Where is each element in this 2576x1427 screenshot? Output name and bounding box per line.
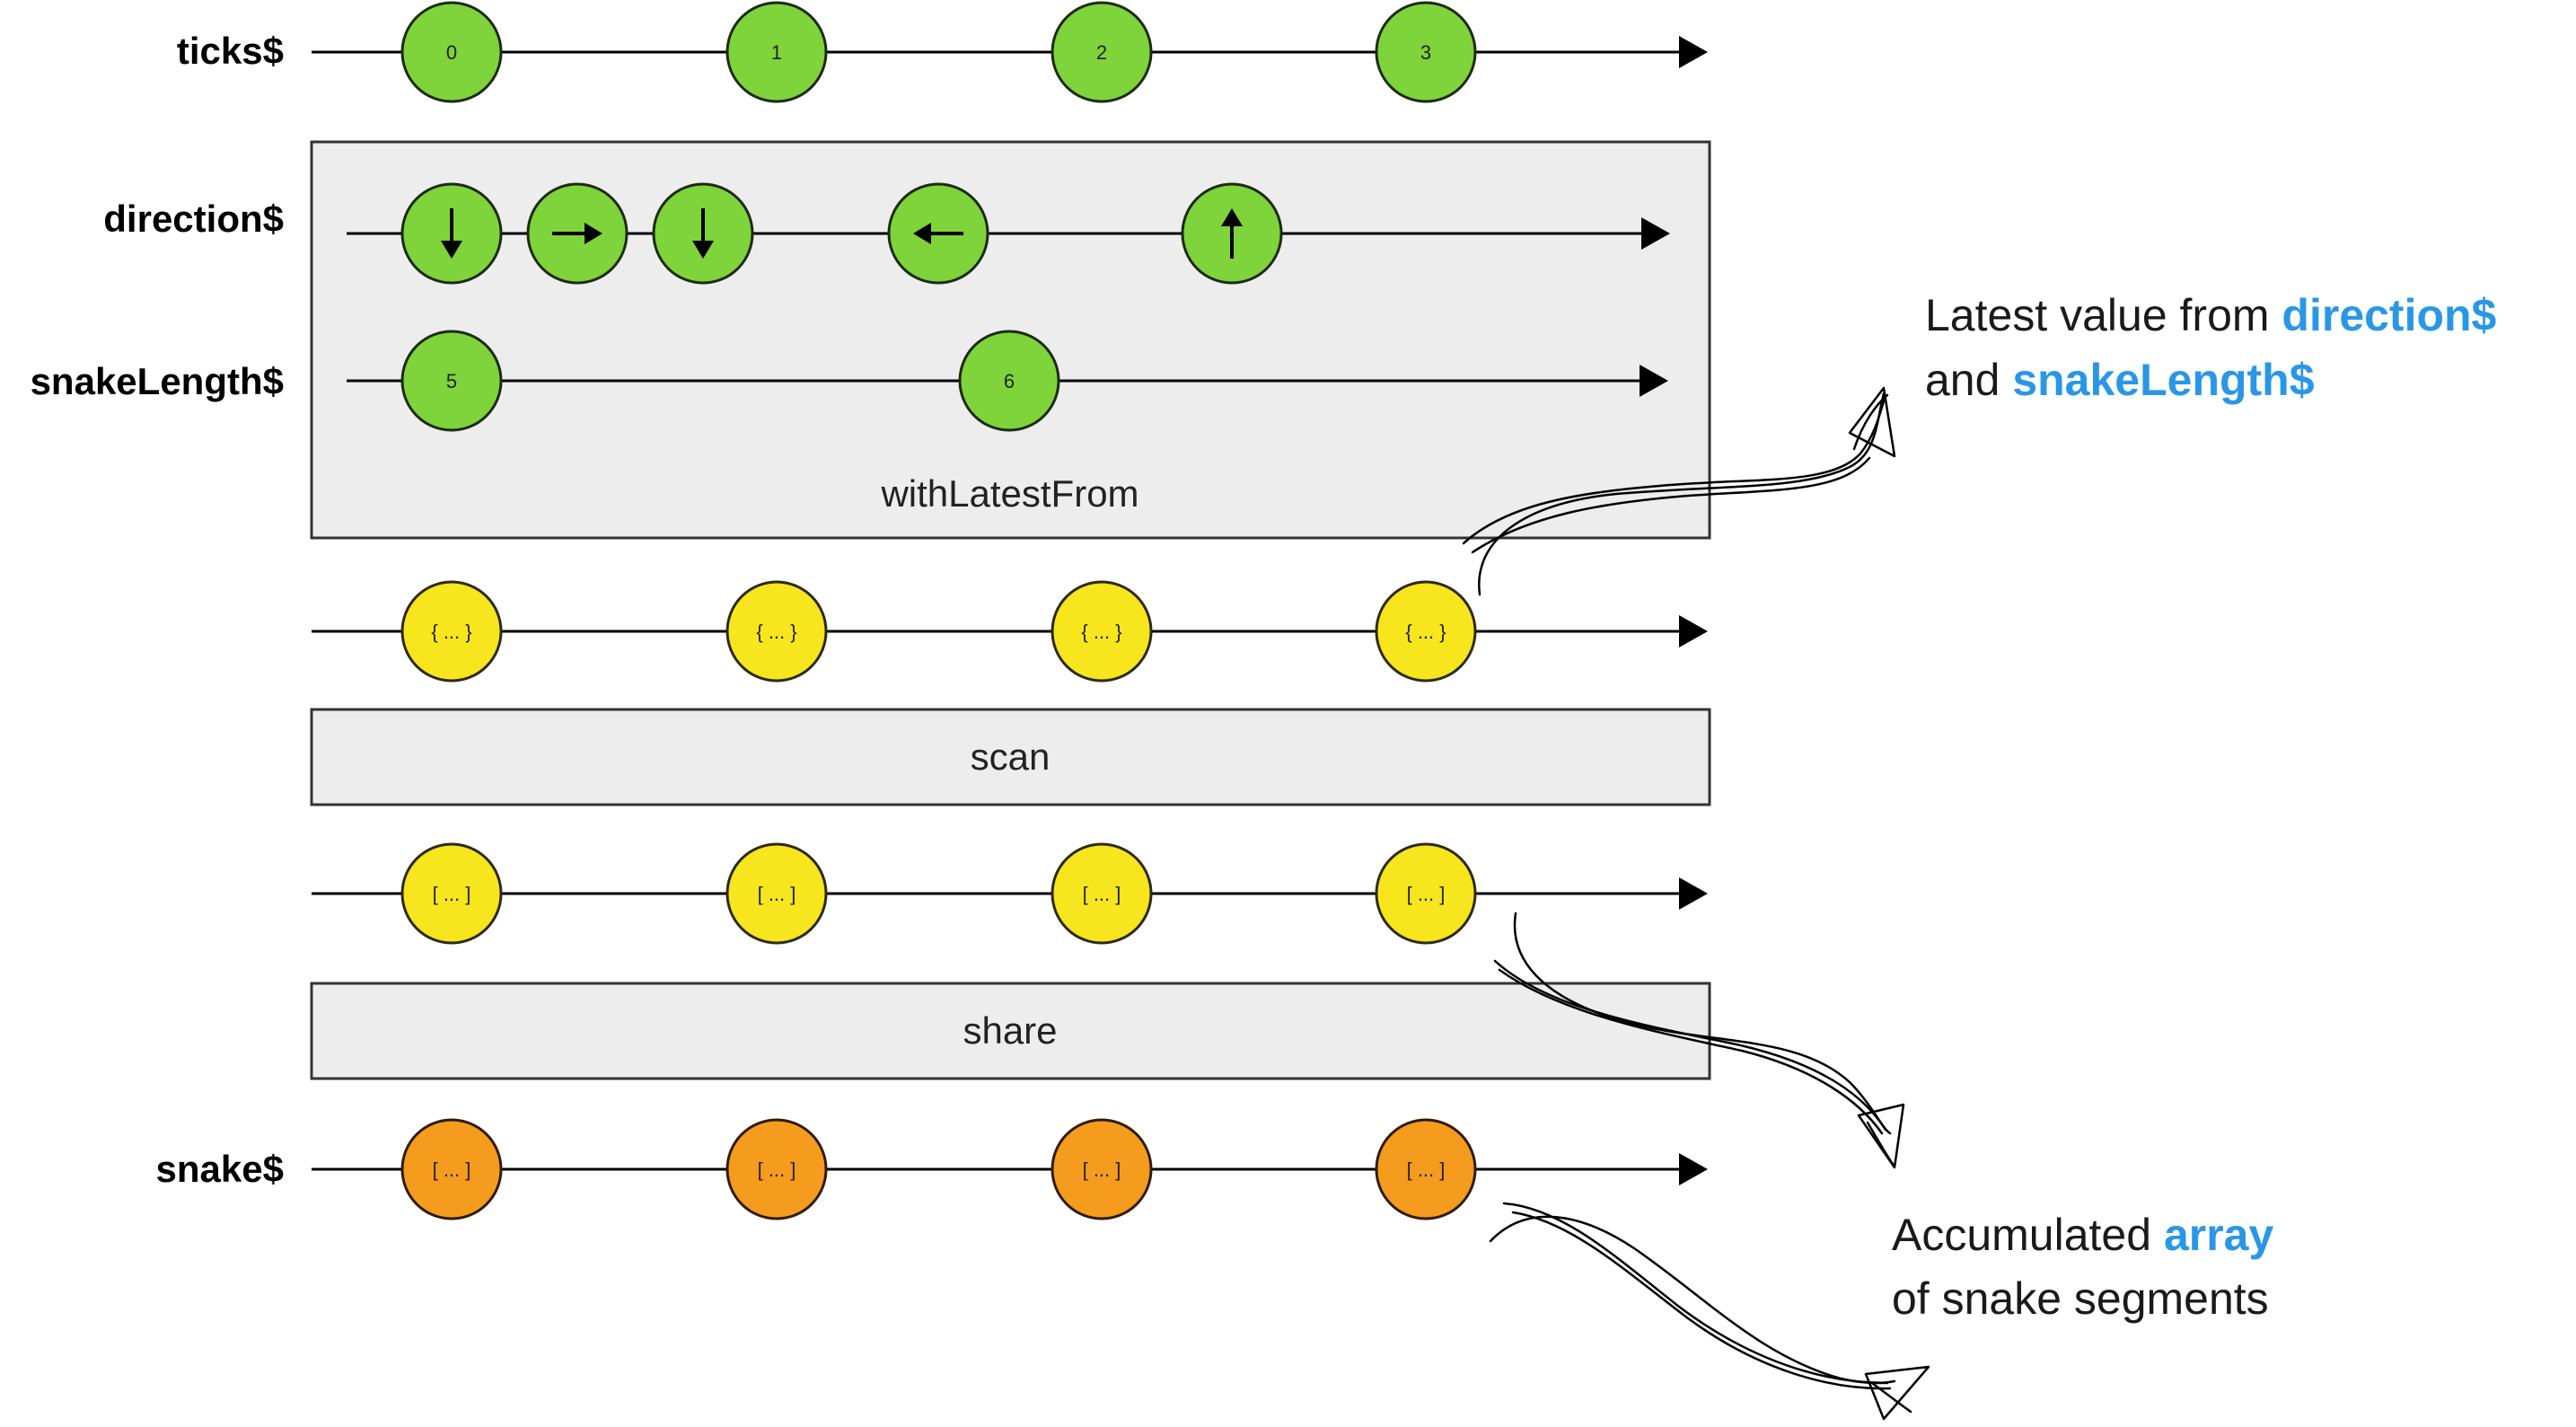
marble (725, 1, 828, 103)
ticks-arrowhead (1679, 36, 1708, 68)
marble-value: [ ... ] (433, 883, 471, 905)
direction-highlight: direction$ (2281, 290, 2496, 340)
marble (400, 1, 503, 103)
snake-length-marbles: 5 6 (400, 330, 1060, 432)
direction-arrowhead (1641, 217, 1670, 250)
snake-arrowhead (1679, 1153, 1708, 1185)
marble-value: [ ... ] (1407, 883, 1446, 905)
marble (958, 330, 1060, 432)
snake-annotation-arrow (1489, 1202, 1930, 1421)
combined-arrowhead (1679, 615, 1708, 647)
latest-annotation-line2: and snakeLength$ (1925, 355, 2315, 405)
snake-length-label: snakeLength$ (31, 360, 284, 402)
ticks-marbles: 0 1 2 3 (400, 1, 1477, 103)
marble-value: { ... } (756, 621, 796, 643)
accumulated-annotation-line1: Accumulated array (1892, 1210, 2273, 1260)
arrow-right-icon (552, 223, 602, 244)
marble-value: [ ... ] (433, 1158, 471, 1181)
accumulated-annotation-line2: of snake segments (1892, 1273, 2269, 1324)
marble (400, 330, 503, 432)
marble (1375, 1, 1477, 103)
marble (1375, 580, 1477, 683)
arrow-up-icon (1221, 208, 1243, 259)
marble (1051, 1118, 1153, 1220)
snake-marbles: [ ... ] [ ... ] [ ... ] [ ... ] (400, 1118, 1477, 1220)
arrow-down-icon (441, 208, 462, 259)
snake-length-highlight: snakeLength$ (2012, 355, 2314, 405)
marble-value: { ... } (431, 621, 471, 643)
marble (1375, 842, 1477, 945)
marble (1051, 1, 1153, 103)
array-highlight: array (2164, 1210, 2274, 1260)
marble (1375, 1118, 1477, 1220)
marble (725, 1118, 828, 1220)
scanned-arrowhead (1679, 877, 1708, 910)
marble-value: [ ... ] (758, 1158, 796, 1181)
latest-annotation-arrow (1462, 386, 1896, 596)
marble-value: 1 (771, 41, 782, 64)
marble (1051, 842, 1153, 945)
combined-marbles: { ... } { ... } { ... } { ... } (400, 580, 1477, 683)
share-label: share (963, 1009, 1057, 1052)
marble (400, 1118, 503, 1220)
ticks-label: ticks$ (177, 30, 284, 72)
marble-value: [ ... ] (1083, 1158, 1121, 1181)
marble (725, 842, 828, 945)
marble-value: 3 (1420, 41, 1431, 64)
marble-value: [ ... ] (1407, 1158, 1446, 1181)
marble-value: 5 (446, 370, 457, 392)
snake-length-arrowhead (1640, 365, 1668, 397)
marble (400, 580, 503, 683)
scanned-marbles: [ ... ] [ ... ] [ ... ] [ ... ] (400, 842, 1477, 945)
share-box (310, 982, 1711, 1080)
arrow-left-icon (913, 223, 963, 244)
snake-label: snake$ (156, 1148, 284, 1190)
marble-value: { ... } (1081, 621, 1121, 643)
marble-value: [ ... ] (758, 883, 796, 905)
scan-label: scan (971, 736, 1051, 778)
marble-value: 0 (446, 41, 457, 64)
marble-value: 2 (1096, 41, 1107, 64)
with-latest-from-label: withLatestFrom (880, 472, 1139, 515)
latest-annotation-line1: Latest value from direction$ (1925, 290, 2497, 340)
scan-box (310, 708, 1711, 806)
direction-marbles (400, 182, 1283, 285)
marble (400, 842, 503, 945)
accumulated-annotation-arrow (1493, 912, 1905, 1169)
marble-value: 6 (1004, 370, 1015, 392)
direction-label: direction$ (103, 198, 284, 240)
marble-value: { ... } (1405, 621, 1446, 643)
marble (1051, 580, 1153, 683)
arrow-down-icon (692, 208, 714, 259)
marble (725, 580, 828, 683)
marble-value: [ ... ] (1083, 883, 1121, 905)
